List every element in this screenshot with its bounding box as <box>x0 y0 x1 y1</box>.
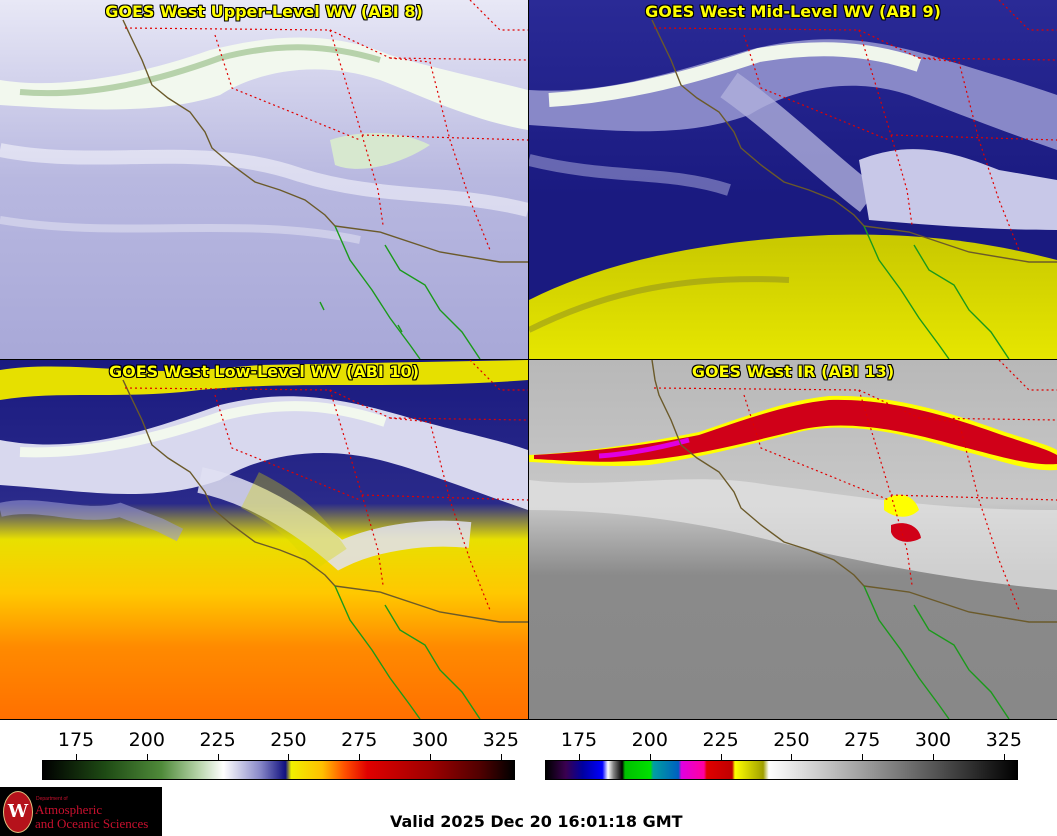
low-level-wv-map <box>0 360 528 719</box>
mid-level-wv-map <box>529 0 1057 359</box>
left-colorbar-tick-mark <box>217 754 219 760</box>
left-colorbar-tick-mark <box>288 754 290 760</box>
right-colorbar-tick-label: 200 <box>631 729 668 751</box>
right-colorbar-tick-label: 250 <box>773 729 810 751</box>
left-colorbar-tick-label: 300 <box>411 729 449 751</box>
right-colorbar-tick-mark <box>791 754 793 760</box>
left-colorbar-tick-label: 200 <box>128 729 165 751</box>
right-colorbar-tick-label: 325 <box>985 729 1022 751</box>
panel-bottom-border <box>0 719 1057 720</box>
ir-map <box>529 360 1057 719</box>
valid-time: Valid 2025 Dec 20 16:01:18 GMT <box>390 812 683 831</box>
left-colorbar-tick-label: 175 <box>57 729 95 751</box>
wv-colorbar <box>42 760 515 780</box>
uw-seal-icon: W <box>3 791 33 833</box>
left-colorbar-tick-label: 250 <box>270 729 307 751</box>
upper-level-wv-map <box>0 0 528 359</box>
right-colorbar-tick-mark <box>649 754 651 760</box>
left-colorbar-tick-mark <box>75 754 77 760</box>
left-colorbar-tick-label: 225 <box>199 729 236 751</box>
right-colorbar-tick-mark <box>933 754 935 760</box>
coastline <box>122 19 528 263</box>
right-colorbar-tick-mark <box>862 754 864 760</box>
logo-department-text: Department of <box>36 796 68 802</box>
low-level-wv-panel: GOES West Low-Level WV (ABI 10) <box>0 360 528 719</box>
ir-colorbar <box>545 760 1018 780</box>
left-colorbar-tick-label: 275 <box>341 729 378 751</box>
state-borders <box>124 0 528 251</box>
ir-panel: GOES West IR (ABI 13) <box>529 360 1057 719</box>
panel-title: GOES West Low-Level WV (ABI 10) <box>108 362 419 381</box>
logo-line-1: Atmospheric <box>35 802 103 817</box>
left-colorbar-tick-label: 325 <box>482 729 519 751</box>
right-colorbar-tick-mark <box>1003 754 1005 760</box>
panel-divider-horizontal <box>0 359 1057 360</box>
panel-title: GOES West IR (ABI 13) <box>691 362 895 381</box>
mid-level-wv-panel: GOES West Mid-Level WV (ABI 9) <box>529 0 1057 359</box>
right-colorbar-tick-label: 225 <box>702 729 739 751</box>
left-colorbar-tick-mark <box>359 754 361 760</box>
logo-line-2: and Oceanic Sciences <box>35 816 149 831</box>
right-colorbar-tick-mark <box>720 754 722 760</box>
upper-level-wv-panel: GOES West Upper-Level WV (ABI 8) <box>0 0 528 359</box>
right-colorbar-tick-label: 175 <box>560 729 598 751</box>
right-colorbar-tick-mark <box>578 754 580 760</box>
right-colorbar-tick-label: 275 <box>844 729 881 751</box>
left-colorbar-tick-mark <box>146 754 148 760</box>
left-colorbar-tick-mark <box>500 754 502 760</box>
panel-title: GOES West Mid-Level WV (ABI 9) <box>645 2 941 21</box>
left-colorbar-tick-mark <box>430 754 432 760</box>
panel-title: GOES West Upper-Level WV (ABI 8) <box>105 2 423 21</box>
mexico-coastline <box>319 225 481 359</box>
right-colorbar-tick-label: 300 <box>914 729 952 751</box>
aos-logo: W Department of Atmospheric and Oceanic … <box>0 787 162 836</box>
